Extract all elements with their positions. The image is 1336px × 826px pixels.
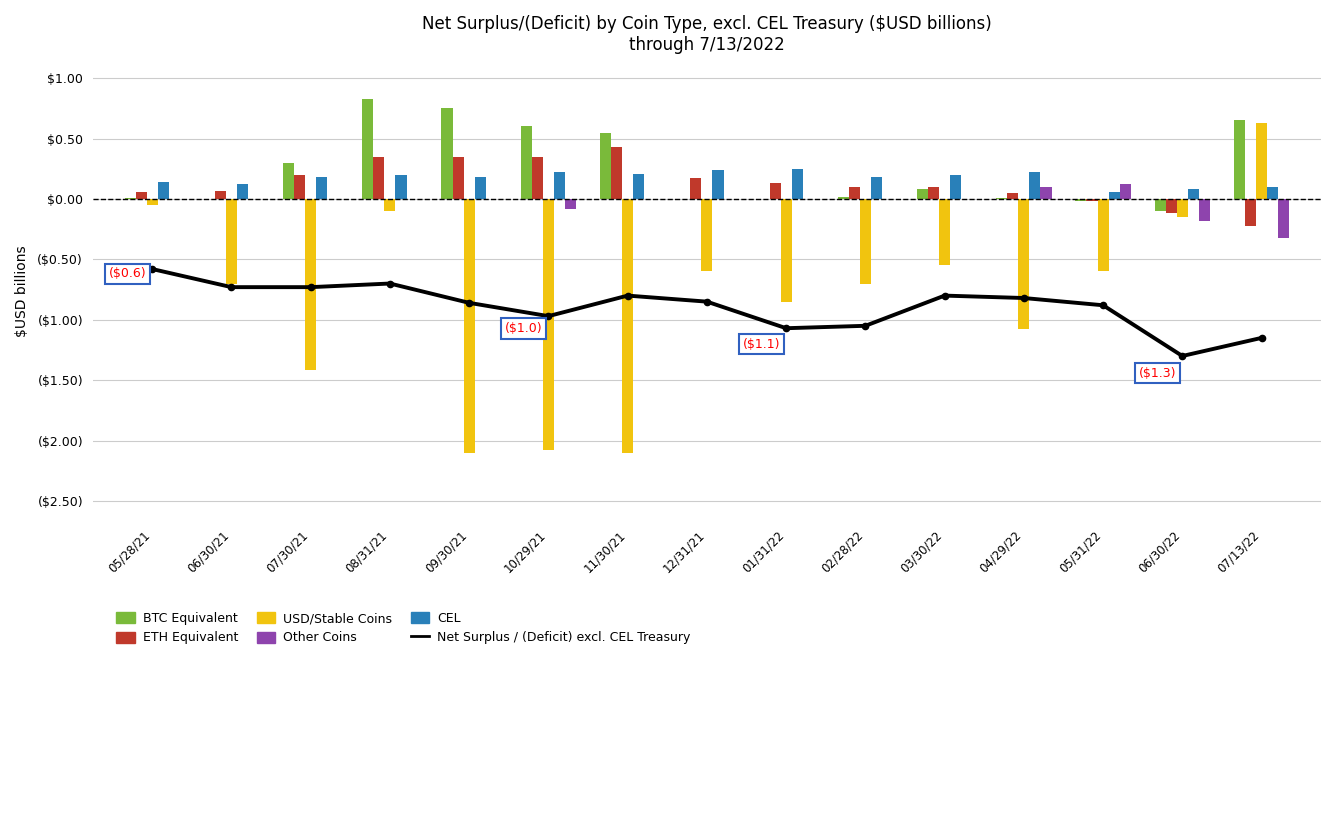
Text: ($1.1): ($1.1): [743, 338, 780, 350]
Bar: [1166, 199, 1177, 213]
Bar: [464, 199, 474, 453]
Bar: [521, 126, 532, 199]
Net Surplus / (Deficit) excl. CEL Treasury: [778, 323, 794, 333]
Line: Net Surplus / (Deficit) excl. CEL Treasury: Net Surplus / (Deficit) excl. CEL Treasu…: [150, 266, 1265, 359]
Bar: [997, 197, 1007, 199]
Net Surplus / (Deficit) excl. CEL Treasury: [1096, 301, 1112, 311]
Bar: [1098, 199, 1109, 272]
Bar: [226, 199, 236, 283]
Net Surplus / (Deficit) excl. CEL Treasury: [937, 291, 953, 301]
Bar: [701, 199, 712, 272]
Bar: [860, 199, 871, 283]
Bar: [929, 187, 939, 199]
Bar: [770, 183, 780, 199]
Title: Net Surplus/(Deficit) by Coin Type, excl. CEL Treasury ($USD billions)
through 7: Net Surplus/(Deficit) by Coin Type, excl…: [422, 15, 991, 54]
Net Surplus / (Deficit) excl. CEL Treasury: [1015, 293, 1031, 303]
Bar: [294, 175, 305, 199]
Net Surplus / (Deficit) excl. CEL Treasury: [461, 298, 477, 308]
Net Surplus / (Deficit) excl. CEL Treasury: [382, 278, 398, 288]
Bar: [1075, 199, 1086, 202]
Bar: [871, 178, 882, 199]
Net Surplus / (Deficit) excl. CEL Treasury: [699, 297, 715, 306]
Bar: [1256, 123, 1267, 199]
Bar: [916, 189, 929, 199]
Bar: [1245, 199, 1256, 225]
Bar: [441, 108, 453, 199]
Bar: [1030, 173, 1041, 199]
Text: ($0.6): ($0.6): [108, 268, 146, 281]
Bar: [453, 157, 464, 199]
Bar: [1109, 192, 1120, 199]
Bar: [395, 175, 406, 199]
Bar: [532, 157, 542, 199]
Bar: [474, 178, 486, 199]
Bar: [712, 170, 724, 199]
Text: ($1.0): ($1.0): [505, 322, 542, 335]
Bar: [838, 197, 848, 199]
Bar: [1018, 199, 1030, 330]
Bar: [317, 178, 327, 199]
Bar: [385, 199, 395, 211]
Net Surplus / (Deficit) excl. CEL Treasury: [144, 264, 160, 274]
Bar: [792, 169, 803, 199]
Bar: [147, 199, 158, 205]
Bar: [950, 175, 962, 199]
Bar: [848, 187, 860, 199]
Bar: [1177, 199, 1188, 217]
Bar: [373, 157, 385, 199]
Y-axis label: $USD billions: $USD billions: [15, 245, 29, 337]
Bar: [1086, 199, 1098, 202]
Net Surplus / (Deficit) excl. CEL Treasury: [303, 282, 319, 292]
Net Surplus / (Deficit) excl. CEL Treasury: [1253, 333, 1269, 343]
Bar: [158, 182, 168, 199]
Bar: [623, 199, 633, 453]
Bar: [1279, 199, 1289, 238]
Bar: [542, 199, 554, 450]
Bar: [1234, 121, 1245, 199]
Bar: [691, 178, 701, 199]
Net Surplus / (Deficit) excl. CEL Treasury: [620, 291, 636, 301]
Bar: [1198, 199, 1210, 221]
Bar: [565, 199, 576, 209]
Bar: [362, 99, 373, 199]
Bar: [939, 199, 950, 265]
Bar: [1154, 199, 1166, 211]
Bar: [215, 191, 226, 199]
Bar: [1041, 187, 1051, 199]
Bar: [1007, 193, 1018, 199]
Bar: [305, 199, 317, 371]
Net Surplus / (Deficit) excl. CEL Treasury: [540, 311, 556, 321]
Net Surplus / (Deficit) excl. CEL Treasury: [1174, 351, 1190, 361]
Bar: [124, 197, 135, 199]
Net Surplus / (Deficit) excl. CEL Treasury: [858, 320, 874, 330]
Text: ($1.3): ($1.3): [1138, 367, 1176, 379]
Bar: [283, 163, 294, 199]
Bar: [600, 132, 611, 199]
Bar: [236, 184, 248, 199]
Bar: [1267, 187, 1279, 199]
Bar: [1188, 189, 1198, 199]
Bar: [780, 199, 792, 301]
Legend: BTC Equivalent, ETH Equivalent, USD/Stable Coins, Other Coins, CEL, Net Surplus : BTC Equivalent, ETH Equivalent, USD/Stab…: [111, 607, 695, 649]
Bar: [135, 192, 147, 199]
Bar: [554, 173, 565, 199]
Bar: [633, 173, 644, 199]
Net Surplus / (Deficit) excl. CEL Treasury: [223, 282, 239, 292]
Bar: [611, 147, 623, 199]
Bar: [1120, 184, 1130, 199]
